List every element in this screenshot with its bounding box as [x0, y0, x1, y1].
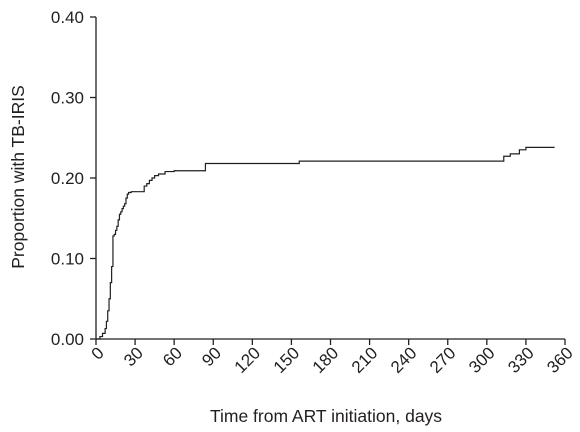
x-tick-label: 360 — [543, 343, 576, 376]
x-tick-label: 300 — [465, 343, 498, 376]
y-tick-label: 0.30 — [51, 89, 84, 108]
x-tick-label: 60 — [159, 343, 186, 370]
x-axis-title: Time from ART initiation, days — [210, 406, 442, 426]
x-tick-label: 210 — [348, 343, 381, 376]
x-tick-label: 120 — [231, 343, 264, 376]
x-tick-label: 90 — [198, 343, 225, 370]
y-tick-label: 0.00 — [51, 330, 84, 349]
x-tick-label: 270 — [426, 343, 459, 376]
series-line-0 — [96, 146, 555, 340]
plot-area — [96, 146, 555, 340]
x-tick-label: 240 — [387, 343, 420, 376]
y-tick-label: 0.10 — [51, 250, 84, 269]
y-tick-label: 0.40 — [51, 8, 84, 27]
x-tick-label: 0 — [88, 343, 108, 363]
x-tick-label: 180 — [309, 343, 342, 376]
x-tick-label: 30 — [120, 343, 147, 370]
x-tick-label: 150 — [270, 343, 303, 376]
y-axis-title: Proportion with TB-IRIS — [8, 85, 28, 269]
x-tick-label: 330 — [504, 343, 537, 376]
y-tick-label: 0.20 — [51, 169, 84, 188]
